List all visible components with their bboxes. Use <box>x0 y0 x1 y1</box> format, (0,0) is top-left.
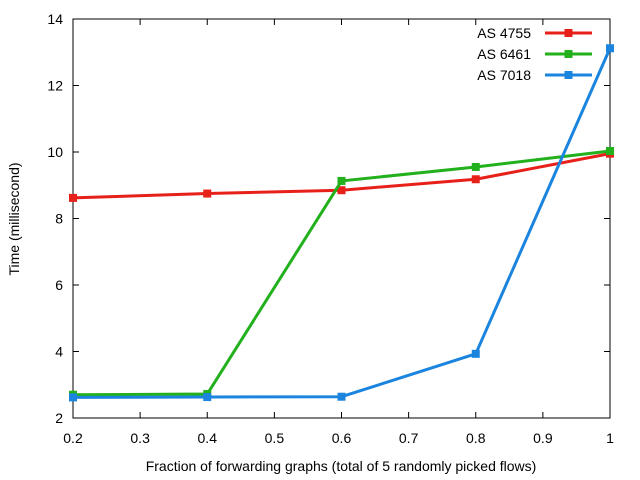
series-as-7018 <box>69 44 614 402</box>
legend: AS 4755 AS 6461 AS 7018 <box>477 25 592 83</box>
y-tick-label: 10 <box>47 144 63 160</box>
data-point <box>203 189 212 198</box>
data-point <box>606 44 614 53</box>
y-tick-label: 12 <box>47 78 63 94</box>
legend-label: AS 6461 <box>477 46 531 62</box>
legend-marker <box>564 71 573 79</box>
data-point <box>471 175 480 184</box>
y-axis-label: Time (millisecond) <box>6 162 22 275</box>
x-tick-label: 0.6 <box>332 430 352 446</box>
x-tick-label: 0.5 <box>265 430 285 446</box>
x-tick-label: 0.4 <box>198 430 218 446</box>
y-tick-label: 8 <box>55 211 63 227</box>
series-as-6461 <box>69 147 614 399</box>
legend-item: AS 6461 <box>477 46 592 62</box>
data-point <box>471 162 480 171</box>
data-point <box>471 349 480 358</box>
series-layer <box>69 44 614 402</box>
data-point <box>69 193 77 202</box>
legend-item: AS 4755 <box>477 25 592 41</box>
data-point <box>606 147 614 156</box>
y-tick-label: 6 <box>55 277 63 293</box>
data-point <box>337 186 346 195</box>
data-point <box>69 393 77 402</box>
data-point <box>337 176 346 185</box>
x-axis-label: Fraction of forwarding graphs (total of … <box>146 458 537 474</box>
legend-item: AS 7018 <box>477 67 592 83</box>
x-axis: 0.2 0.3 0.4 0.5 0.6 0.7 0.8 0.9 1 <box>63 19 614 446</box>
x-tick-label: 0.9 <box>533 430 553 446</box>
y-tick-label: 4 <box>55 344 63 360</box>
legend-label: AS 7018 <box>477 67 531 83</box>
x-tick-label: 0.2 <box>63 430 83 446</box>
legend-marker <box>564 29 573 37</box>
legend-marker <box>564 50 573 58</box>
x-tick-label: 1 <box>606 430 614 446</box>
data-point <box>337 392 346 401</box>
series-line <box>72 47 612 399</box>
x-tick-label: 0.3 <box>130 430 150 446</box>
data-point <box>203 393 212 402</box>
y-tick-label: 2 <box>55 410 63 426</box>
series-as-4755 <box>69 149 614 202</box>
y-tick-label: 14 <box>47 11 63 27</box>
x-tick-label: 0.7 <box>399 430 419 446</box>
x-tick-label: 0.8 <box>466 430 486 446</box>
legend-label: AS 4755 <box>477 25 531 41</box>
